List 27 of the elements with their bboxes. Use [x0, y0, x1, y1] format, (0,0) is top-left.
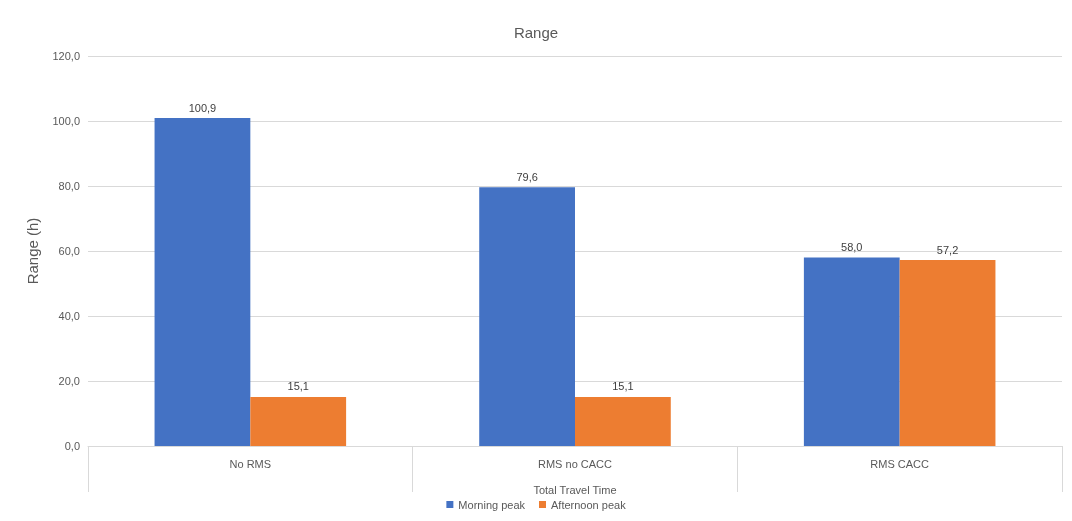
y-tick-label: 40,0: [58, 310, 80, 322]
y-tick-label: 20,0: [58, 375, 80, 387]
data-label: 100,9: [188, 101, 217, 114]
x-tick-label: No RMS: [229, 457, 272, 470]
data-label: 15,1: [612, 380, 634, 393]
x-tick-label: RMS no CACC: [538, 457, 613, 470]
bar: [899, 260, 996, 446]
y-tick-label: 60,0: [58, 245, 80, 257]
bar: [803, 257, 900, 446]
y-tick-label: 0,0: [64, 440, 80, 452]
y-tick-label: 80,0: [58, 180, 80, 192]
y-tick-label: 120,0: [52, 50, 80, 62]
data-label: 57,2: [936, 243, 959, 256]
x-axis-title: Total Travel Time: [533, 483, 617, 496]
bar: [575, 396, 671, 446]
bar: [154, 118, 251, 446]
legend-label: Morning peak: [458, 498, 526, 511]
data-label: 15,1: [287, 380, 309, 393]
data-label: 58,0: [841, 241, 863, 253]
x-tick-label: RMS CACC: [870, 457, 930, 470]
y-tick-label: 100,0: [52, 115, 80, 127]
bar: [479, 187, 575, 446]
bar: [250, 396, 347, 446]
data-label: 79,6: [516, 170, 538, 183]
legend-label: Afternoon peak: [551, 498, 627, 511]
chart-title: Range: [513, 24, 559, 41]
y-axis-title: Range (h): [24, 217, 41, 285]
